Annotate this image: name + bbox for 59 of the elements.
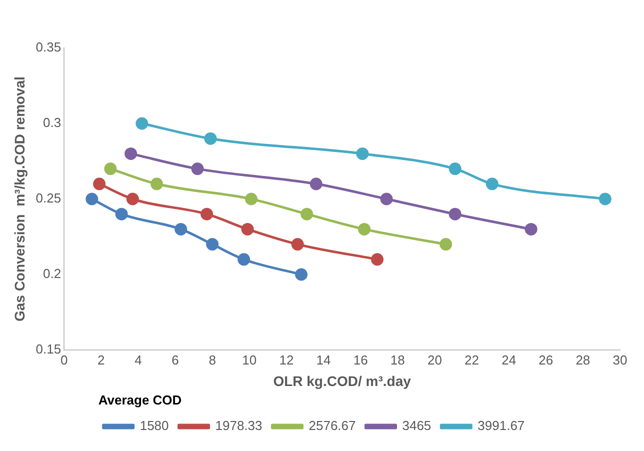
point: [174, 222, 188, 236]
legend-title: Average COD: [98, 392, 182, 408]
x-tick-label: 20: [427, 352, 442, 368]
legend-label: 1580: [140, 418, 169, 434]
point: [448, 162, 462, 176]
x-tick-label: 24: [502, 352, 516, 368]
point: [300, 208, 314, 220]
legend-label: 3465: [402, 418, 432, 434]
y-tick-label: 0.2: [43, 266, 62, 282]
point: [238, 253, 250, 266]
point: [241, 222, 254, 236]
point: [448, 208, 462, 220]
point: [124, 147, 138, 160]
point: [204, 132, 217, 145]
y-tick-label: 0.35: [36, 40, 62, 55]
x-tick-label: 14: [316, 352, 331, 368]
point: [191, 162, 204, 176]
legend-label: 2576.67: [308, 418, 356, 434]
point: [380, 192, 393, 206]
x-tick-label: 4: [134, 352, 142, 368]
y-tick-label: 0.25: [36, 190, 62, 206]
y-axis-title: Gas Conversion m³/kg.COD removal: [11, 76, 28, 322]
point: [104, 162, 117, 176]
point: [200, 208, 214, 220]
x-tick-label: 30: [612, 352, 628, 368]
point: [524, 222, 538, 236]
x-tick-label: 10: [242, 352, 257, 368]
point: [291, 238, 304, 251]
point: [150, 178, 163, 190]
x-tick-label: 2: [98, 352, 105, 368]
x-tick-label: 6: [172, 352, 179, 368]
point: [371, 253, 384, 266]
x-tick-label: 0: [60, 352, 68, 368]
legend-label: 1978.33: [215, 418, 262, 434]
point: [86, 192, 98, 206]
point: [598, 192, 612, 206]
point: [115, 208, 128, 220]
point: [93, 178, 106, 190]
x-tick-label: 22: [464, 352, 479, 368]
x-axis-title: OLR kg.COD/ m³.day: [273, 372, 412, 389]
y-tick-label: 0.15: [36, 342, 62, 357]
x-tick-label: 16: [353, 352, 368, 368]
point: [356, 147, 369, 160]
point: [310, 178, 322, 190]
point: [440, 238, 452, 251]
point: [486, 178, 498, 190]
x-tick-label: 8: [208, 352, 216, 368]
point: [245, 192, 258, 206]
y-tick-label: 0.3: [43, 115, 62, 130]
point: [126, 192, 139, 206]
x-tick-label: 28: [576, 352, 590, 368]
x-tick-label: 18: [390, 352, 405, 368]
point: [295, 268, 308, 281]
x-tick-label: 12: [279, 352, 294, 368]
legend-label: 3991.67: [478, 418, 525, 434]
point: [358, 222, 371, 236]
point: [206, 238, 219, 251]
x-tick-label: 26: [538, 352, 554, 368]
point: [136, 117, 148, 130]
